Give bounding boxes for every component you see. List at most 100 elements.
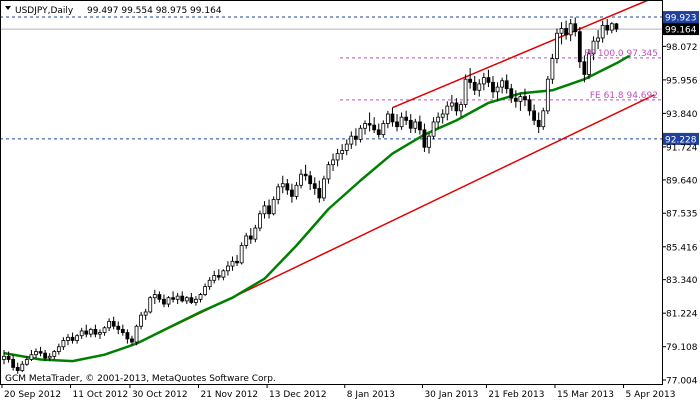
- y-axis-label: 98.072: [666, 43, 698, 53]
- plot-frame: [0, 0, 663, 385]
- candle-body: [527, 99, 532, 112]
- candle-body: [20, 363, 25, 371]
- candle-body: [431, 121, 436, 137]
- candle-body: [38, 351, 43, 354]
- candle-body: [536, 119, 541, 128]
- candle-body: [299, 173, 303, 186]
- candle-body: [495, 86, 500, 93]
- candle-body: [395, 121, 399, 128]
- dropdown-triangle-icon[interactable]: [5, 6, 11, 10]
- candle-body: [303, 173, 308, 177]
- candle-body: [267, 205, 271, 215]
- candle-body: [523, 96, 527, 101]
- reference-lines: [0, 16, 662, 140]
- candle-body: [326, 164, 331, 180]
- candle-body: [472, 81, 477, 91]
- candle-body: [157, 294, 162, 300]
- candle-body: [61, 340, 66, 348]
- candle-body: [120, 328, 125, 333]
- candle-body: [532, 110, 537, 121]
- moving-average: [3, 54, 631, 363]
- candle-body: [486, 77, 491, 83]
- candle-body: [454, 102, 459, 112]
- candle-body: [56, 346, 61, 352]
- x-axis-label: 21 Feb 2013: [488, 390, 544, 400]
- candle-body: [317, 188, 322, 199]
- symbol-label: USDJPY,Daily: [15, 6, 74, 16]
- candle-body: [134, 325, 139, 343]
- level-label: 92.228: [665, 135, 697, 145]
- candle-body: [513, 97, 518, 102]
- candle-body: [230, 260, 235, 267]
- candle-body: [481, 77, 486, 85]
- candle-body: [413, 121, 418, 129]
- y-axis-label: 91.724: [666, 143, 698, 153]
- candle-body: [463, 78, 468, 105]
- channel-upper-line: [392, 0, 649, 109]
- y-axis-label: 83.340: [666, 276, 698, 286]
- candle-body: [385, 113, 390, 124]
- candle-body: [212, 275, 217, 281]
- candle-body: [276, 186, 281, 200]
- y-axis-label: 87.535: [666, 210, 698, 220]
- candle-body: [308, 175, 313, 185]
- candle-body: [116, 325, 121, 330]
- candle-body: [381, 123, 386, 136]
- candle-body: [143, 311, 148, 316]
- y-axis-label: 85.416: [666, 243, 698, 253]
- candle-body: [600, 24, 605, 39]
- candle-body: [459, 104, 463, 112]
- candle-body: [239, 245, 244, 264]
- candle-body: [436, 116, 441, 123]
- candle-body: [367, 123, 372, 126]
- chart-header: USDJPY,Daily 99.497 99.554 98.975 99.164: [5, 6, 222, 16]
- candle-body: [564, 28, 569, 36]
- candle-body: [335, 153, 340, 161]
- candle-body: [152, 294, 157, 299]
- y-axis-label: 81.224: [666, 310, 698, 320]
- y-axis-label: 89.640: [666, 176, 698, 186]
- candle-body: [518, 96, 523, 102]
- candle-body: [189, 297, 194, 303]
- candle-body: [468, 78, 473, 83]
- candle-body: [290, 189, 294, 197]
- candle-body: [577, 31, 582, 63]
- candle-body: [550, 58, 555, 80]
- candle-body: [477, 83, 482, 91]
- candle-body: [34, 351, 38, 356]
- candle-body: [203, 286, 207, 295]
- y-axis-label: 95.956: [666, 76, 698, 86]
- candle-body: [605, 24, 610, 31]
- candle-body: [491, 81, 495, 93]
- fibo-level-label: FE 61.8 94.692: [590, 91, 658, 101]
- watermark: GCM MetaTrader, © 2001-2013, MetaQuotes …: [5, 374, 276, 384]
- candle-body: [148, 297, 153, 313]
- candle-body: [258, 213, 262, 229]
- candle-body: [235, 260, 239, 264]
- candle-body: [221, 270, 226, 278]
- candle-body: [262, 205, 267, 215]
- candle-body: [175, 295, 180, 300]
- x-axis-label: 30 Oct 2012: [132, 390, 188, 400]
- candle-body: [139, 314, 144, 327]
- candle-body: [52, 351, 57, 357]
- candle-body: [207, 279, 212, 288]
- candle-body: [555, 32, 559, 59]
- y-axis-label: 77.004: [666, 377, 698, 387]
- candle-body: [372, 124, 377, 131]
- candle-body: [340, 150, 345, 155]
- candle-body: [609, 23, 614, 31]
- candle-body: [66, 336, 70, 341]
- candle-body: [226, 265, 230, 272]
- candle-body: [349, 135, 354, 145]
- level-label: 99.923: [665, 14, 697, 24]
- candle-body: [390, 113, 395, 123]
- candle-body: [75, 335, 80, 341]
- x-axis-label: 30 Jan 2013: [424, 390, 478, 400]
- candle-body: [344, 143, 349, 151]
- candle-body: [363, 123, 367, 129]
- ohlc-values: 99.497 99.554 98.975 99.164: [87, 6, 222, 16]
- candle-body: [166, 297, 171, 305]
- candle-body: [321, 178, 326, 199]
